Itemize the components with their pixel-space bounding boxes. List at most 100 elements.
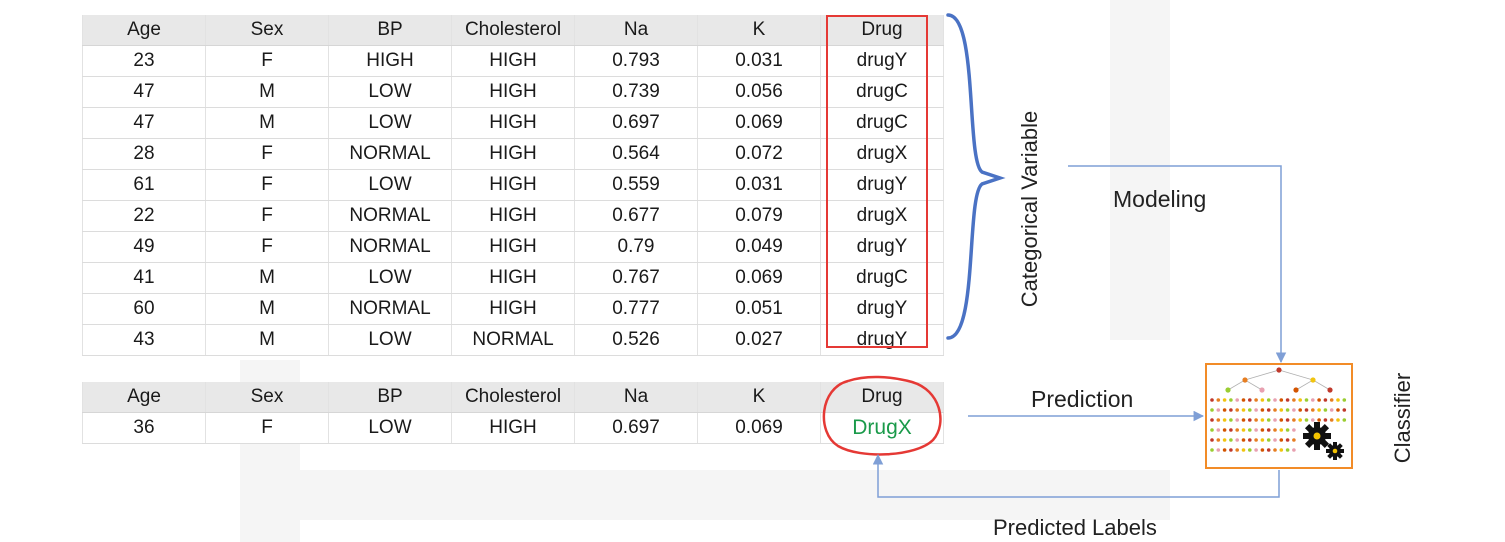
watermark-shape-right: [1110, 0, 1170, 340]
cell-bp: HIGH: [328, 45, 452, 77]
cell-k: 0.072: [697, 138, 821, 170]
cell-na: 0.739: [574, 76, 698, 108]
table-row: 36 F LOW HIGH 0.697 0.069 DrugX: [82, 412, 944, 444]
cell-k: 0.031: [697, 169, 821, 201]
cell-sex: M: [205, 324, 329, 356]
cell-bp: LOW: [328, 107, 452, 139]
column-header-bp: BP: [328, 15, 452, 46]
cell-bp: LOW: [328, 412, 452, 444]
cell-sex: F: [205, 200, 329, 232]
table-row: 61 F LOW HIGH 0.559 0.031 drugY: [82, 169, 944, 201]
column-header-sex: Sex: [205, 382, 329, 413]
cell-age: 47: [82, 76, 206, 108]
cell-k: 0.069: [697, 107, 821, 139]
cell-na: 0.777: [574, 293, 698, 325]
predicted-drug-cell: DrugX: [820, 412, 944, 444]
cell-age: 28: [82, 138, 206, 170]
cell-bp: LOW: [328, 324, 452, 356]
table-row: 23 F HIGH HIGH 0.793 0.031 drugY: [82, 45, 944, 77]
prediction-header-row: Age Sex BP Cholesterol Na K Drug: [82, 382, 944, 413]
cell-drug: drugX: [820, 138, 944, 170]
cell-age: 61: [82, 169, 206, 201]
modeling-arrow: [1068, 165, 1287, 364]
cell-k: 0.056: [697, 76, 821, 108]
column-header-drug: Drug: [820, 15, 944, 46]
table-row: 28 F NORMAL HIGH 0.564 0.072 drugX: [82, 138, 944, 170]
predicted-labels-label: Predicted Labels: [993, 515, 1157, 540]
cell-sex: M: [205, 293, 329, 325]
drug-column-highlight: [826, 15, 928, 348]
cell-cholesterol: HIGH: [451, 262, 575, 294]
cell-sex: F: [205, 412, 329, 444]
prediction-data-table: Age Sex BP Cholesterol Na K Drug 36 F LO…: [82, 382, 944, 444]
cell-drug: drugY: [820, 293, 944, 325]
classifier-label: Classifier: [1390, 372, 1415, 464]
modeling-label: Modeling: [1113, 186, 1207, 212]
cell-sex: M: [205, 262, 329, 294]
cell-age: 49: [82, 231, 206, 263]
cell-bp: NORMAL: [328, 200, 452, 232]
cell-cholesterol: HIGH: [451, 45, 575, 77]
table-row: 60 M NORMAL HIGH 0.777 0.051 drugY: [82, 293, 944, 325]
column-header-k: K: [697, 15, 821, 46]
cell-na: 0.559: [574, 169, 698, 201]
cell-k: 0.069: [697, 412, 821, 444]
cell-drug: drugC: [820, 107, 944, 139]
cell-drug: drugX: [820, 200, 944, 232]
cell-sex: M: [205, 107, 329, 139]
cell-na: 0.564: [574, 138, 698, 170]
categorical-variable-label: Categorical Variable: [1017, 110, 1042, 308]
cell-drug: drugC: [820, 76, 944, 108]
table-row: 22 F NORMAL HIGH 0.677 0.079 drugX: [82, 200, 944, 232]
cell-cholesterol: HIGH: [451, 138, 575, 170]
cell-na: 0.697: [574, 412, 698, 444]
column-header-cholesterol: Cholesterol: [451, 15, 575, 46]
cell-na: 0.526: [574, 324, 698, 356]
cell-k: 0.069: [697, 262, 821, 294]
cell-cholesterol: HIGH: [451, 200, 575, 232]
cell-cholesterol: NORMAL: [451, 324, 575, 356]
training-data-table: Age Sex BP Cholesterol Na K Drug 23 F HIGH…: [82, 15, 944, 356]
table-row: 49 F NORMAL HIGH 0.79 0.049 drugY: [82, 231, 944, 263]
cell-na: 0.793: [574, 45, 698, 77]
column-header-na: Na: [574, 382, 698, 413]
cell-age: 22: [82, 200, 206, 232]
cell-sex: F: [205, 138, 329, 170]
cell-drug: drugY: [820, 45, 944, 77]
cell-sex: F: [205, 169, 329, 201]
cell-cholesterol: HIGH: [451, 231, 575, 263]
column-header-cholesterol: Cholesterol: [451, 382, 575, 413]
cell-bp: NORMAL: [328, 138, 452, 170]
cell-cholesterol: HIGH: [451, 293, 575, 325]
cell-na: 0.677: [574, 200, 698, 232]
column-header-k: K: [697, 382, 821, 413]
cell-drug: drugY: [820, 169, 944, 201]
cell-age: 36: [82, 412, 206, 444]
table-row: 47 M LOW HIGH 0.739 0.056 drugC: [82, 76, 944, 108]
cell-age: 41: [82, 262, 206, 294]
training-table-body: 23 F HIGH HIGH 0.793 0.031 drugY 47 M LOW HIGH 0.73…: [82, 45, 944, 356]
cell-drug: drugC: [820, 262, 944, 294]
column-header-sex: Sex: [205, 15, 329, 46]
cell-age: 43: [82, 324, 206, 356]
column-header-age: Age: [82, 15, 206, 46]
cell-bp: LOW: [328, 262, 452, 294]
table-row: 43 M LOW NORMAL 0.526 0.027 drugY: [82, 324, 944, 356]
cell-drug: drugY: [820, 324, 944, 356]
cell-na: 0.767: [574, 262, 698, 294]
cell-age: 60: [82, 293, 206, 325]
table-row: 41 M LOW HIGH 0.767 0.069 drugC: [82, 262, 944, 294]
cell-na: 0.79: [574, 231, 698, 263]
cell-cholesterol: HIGH: [451, 412, 575, 444]
cell-na: 0.697: [574, 107, 698, 139]
cell-cholesterol: HIGH: [451, 107, 575, 139]
cell-k: 0.027: [697, 324, 821, 356]
predicted-label-circle: [822, 375, 942, 456]
cell-k: 0.079: [697, 200, 821, 232]
cell-cholesterol: HIGH: [451, 76, 575, 108]
curly-brace: [946, 13, 1006, 340]
watermark-shape-base: [240, 470, 1170, 520]
column-header-bp: BP: [328, 382, 452, 413]
cell-sex: F: [205, 231, 329, 263]
